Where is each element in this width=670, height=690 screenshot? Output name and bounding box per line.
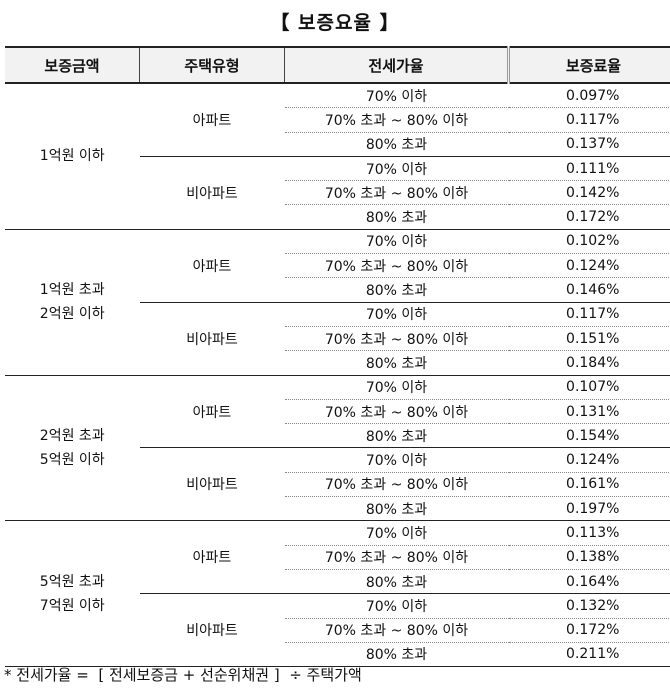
jeonse-ratio-cell: 80% 초과 bbox=[284, 569, 509, 595]
jeonse-ratio-cell: 70% 이하 bbox=[284, 302, 509, 327]
table-row: 80% 초과 0.184% bbox=[5, 350, 670, 376]
header-row: 보증금액 주택유형 전세가율 보증료율 bbox=[5, 46, 670, 84]
guarantee-rate-cell: 0.124% bbox=[508, 447, 670, 473]
jeonse-ratio-cell: 80% 초과 bbox=[284, 350, 509, 376]
table-row: 70% 초과 ~ 80% 이하 0.161% bbox=[5, 472, 670, 498]
table-row: 비아파트 70% 이하 0.124% bbox=[5, 447, 670, 522]
jeonse-ratio-cell: 70% 초과 ~ 80% 이하 bbox=[284, 107, 509, 133]
jeonse-ratio-cell: 70% 초과 ~ 80% 이하 bbox=[284, 399, 509, 425]
jeonse-ratio-cell: 80% 초과 bbox=[284, 642, 509, 668]
guarantee-rate-cell: 0.111% bbox=[508, 156, 670, 182]
jeonse-ratio-cell: 70% 초과 ~ 80% 이하 bbox=[284, 545, 509, 570]
amount-label: 5억원 이하 bbox=[39, 451, 105, 468]
jeonse-ratio-cell: 70% 이하 bbox=[284, 447, 509, 473]
guarantee-rate-cell: 0.146% bbox=[508, 277, 670, 303]
guarantee-rate-cell: 0.117% bbox=[508, 302, 670, 327]
table-row: 70% 초과 ~ 80% 이하 0.124% bbox=[5, 253, 670, 279]
table-row: 5억원 초과 7억원 이하 아파트 70% 이하 0.113% bbox=[5, 520, 670, 668]
amount-cell: 2억원 초과 5억원 이하 bbox=[5, 375, 140, 522]
guarantee-rate-cell: 0.131% bbox=[508, 399, 670, 425]
jeonse-ratio-cell: 70% 이하 bbox=[284, 83, 509, 109]
jeonse-ratio-cell: 80% 초과 bbox=[284, 277, 509, 303]
table-row: 80% 초과 0.172% bbox=[5, 204, 670, 230]
guarantee-rate-cell: 0.113% bbox=[508, 520, 670, 546]
table-row: 2억원 초과 5억원 이하 아파트 70% 이하 0.107% bbox=[5, 375, 670, 522]
housing-type-cell: 비아파트 bbox=[139, 593, 285, 668]
table-row: 1억원 초과 2억원 이하 아파트 70% 이하 0.102% bbox=[5, 229, 670, 376]
guarantee-rate-cell: 0.151% bbox=[508, 326, 670, 352]
guarantee-rate-cell: 0.211% bbox=[508, 642, 670, 668]
housing-type-cell: 아파트 bbox=[139, 375, 285, 449]
guarantee-rate-cell: 0.161% bbox=[508, 472, 670, 498]
guarantee-rate-table: 보증금액 주택유형 전세가율 보증료율 1억원 이하 아파트 70% 이하 0.097… bbox=[5, 46, 670, 668]
jeonse-ratio-cell: 70% 이하 bbox=[284, 229, 509, 255]
guarantee-rate-cell: 0.097% bbox=[508, 83, 670, 109]
amount-label: 2억원 초과 bbox=[39, 427, 105, 444]
table-row: 70% 초과 ~ 80% 이하 0.131% bbox=[5, 399, 670, 425]
jeonse-ratio-cell: 80% 초과 bbox=[284, 496, 509, 522]
guarantee-rate-cell: 0.117% bbox=[508, 107, 670, 133]
amount-cell: 5억원 초과 7억원 이하 bbox=[5, 520, 140, 668]
table-row: 80% 초과 0.164% bbox=[5, 569, 670, 595]
amount-cell: 1억원 이하 bbox=[5, 83, 140, 230]
table-row: 80% 초과 0.137% bbox=[5, 132, 670, 157]
guarantee-rate-cell: 0.138% bbox=[508, 545, 670, 570]
header-jeonse-ratio: 전세가율 bbox=[284, 46, 510, 84]
guarantee-rate-cell: 0.142% bbox=[508, 180, 670, 206]
footnote: * 전세가율 = [ 전세보증금 + 선순위채권 ] ÷ 주택가액 bbox=[4, 666, 362, 684]
jeonse-ratio-cell: 70% 이하 bbox=[284, 375, 509, 400]
table-row: 70% 초과 ~ 80% 이하 0.138% bbox=[5, 545, 670, 570]
amount-label: 5억원 초과 bbox=[39, 573, 105, 590]
table-title: 【 보증요율 】 bbox=[270, 12, 400, 34]
table-row: 80% 초과 0.154% bbox=[5, 423, 670, 449]
jeonse-ratio-cell: 80% 초과 bbox=[284, 204, 509, 230]
housing-type-cell: 아파트 bbox=[139, 520, 285, 595]
jeonse-ratio-cell: 70% 초과 ~ 80% 이하 bbox=[284, 253, 509, 279]
amount-cell: 1억원 초과 2억원 이하 bbox=[5, 229, 140, 376]
table-row: 70% 초과 ~ 80% 이하 0.151% bbox=[5, 326, 670, 352]
guarantee-rate-cell: 0.164% bbox=[508, 569, 670, 595]
guarantee-rate-cell: 0.137% bbox=[508, 132, 670, 157]
guarantee-rate-cell: 0.154% bbox=[508, 423, 670, 449]
housing-type-cell: 비아파트 bbox=[139, 302, 285, 376]
guarantee-rate-cell: 0.132% bbox=[508, 593, 670, 619]
jeonse-ratio-cell: 70% 이하 bbox=[284, 156, 509, 182]
jeonse-ratio-cell: 70% 이하 bbox=[284, 520, 509, 546]
table-row: 비아파트 70% 이하 0.117% bbox=[5, 302, 670, 376]
table-row: 80% 초과 0.146% bbox=[5, 277, 670, 303]
jeonse-ratio-cell: 80% 초과 bbox=[284, 423, 509, 449]
guarantee-rate-cell: 0.172% bbox=[508, 618, 670, 643]
guarantee-rate-cell: 0.102% bbox=[508, 229, 670, 255]
amount-label: 1억원 초과 bbox=[39, 282, 105, 299]
table-row: 70% 초과 ~ 80% 이하 0.172% bbox=[5, 618, 670, 643]
table-row: 80% 초과 0.197% bbox=[5, 496, 670, 522]
guarantee-rate-cell: 0.184% bbox=[508, 350, 670, 376]
table-row: 비아파트 70% 이하 0.132% bbox=[5, 593, 670, 668]
housing-type-cell: 아파트 bbox=[139, 83, 285, 157]
guarantee-rate-cell: 0.197% bbox=[508, 496, 670, 522]
jeonse-ratio-cell: 70% 초과 ~ 80% 이하 bbox=[284, 326, 509, 352]
amount-label: 1억원 이하 bbox=[39, 148, 105, 165]
header-amount: 보증금액 bbox=[5, 46, 140, 84]
jeonse-ratio-cell: 80% 초과 bbox=[284, 132, 509, 157]
jeonse-ratio-cell: 70% 초과 ~ 80% 이하 bbox=[284, 180, 509, 206]
jeonse-ratio-cell: 70% 이하 bbox=[284, 593, 509, 619]
table-row: 비아파트 70% 이하 0.111% bbox=[5, 156, 670, 230]
housing-type-cell: 아파트 bbox=[139, 229, 285, 303]
table-row: 70% 초과 ~ 80% 이하 0.117% bbox=[5, 107, 670, 133]
guarantee-rate-cell: 0.172% bbox=[508, 204, 670, 230]
jeonse-ratio-cell: 70% 초과 ~ 80% 이하 bbox=[284, 618, 509, 643]
header-housing-type: 주택유형 bbox=[139, 46, 285, 84]
amount-label: 7억원 이하 bbox=[39, 597, 105, 614]
amount-label: 2억원 이하 bbox=[39, 306, 105, 323]
table-row: 80% 초과 0.211% bbox=[5, 642, 670, 668]
guarantee-rate-cell: 0.107% bbox=[508, 375, 670, 400]
guarantee-rate-cell: 0.124% bbox=[508, 253, 670, 279]
jeonse-ratio-cell: 70% 초과 ~ 80% 이하 bbox=[284, 472, 509, 498]
housing-type-cell: 비아파트 bbox=[139, 156, 285, 230]
table-row: 1억원 이하 아파트 70% 이하 0.097% bbox=[5, 83, 670, 230]
table-row: 70% 초과 ~ 80% 이하 0.142% bbox=[5, 180, 670, 206]
header-guarantee-rate: 보증료율 bbox=[508, 46, 670, 84]
housing-type-cell: 비아파트 bbox=[139, 447, 285, 522]
